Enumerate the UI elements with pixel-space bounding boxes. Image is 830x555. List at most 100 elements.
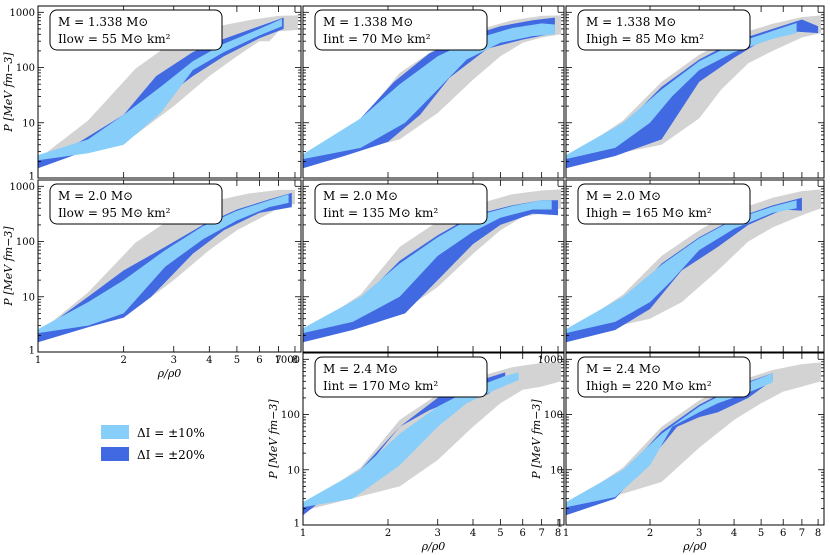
band-10-percent <box>303 200 552 334</box>
x-tick-label: 6 <box>780 528 786 539</box>
legend-label: ΔI = ±10% <box>137 426 205 440</box>
annotation-mass: M = 1.338 M⊙ <box>586 15 676 29</box>
annotation-mass: M = 1.338 M⊙ <box>323 15 413 29</box>
annotation-box <box>577 183 751 225</box>
bands <box>38 15 298 169</box>
ticks <box>302 6 564 179</box>
x-tick-label: 6 <box>256 355 262 366</box>
bands <box>566 189 822 343</box>
x-tick-label: 7 <box>275 355 281 366</box>
x-tick-label: 1 <box>35 355 41 366</box>
axes-frame <box>565 352 825 526</box>
annotation-mass: M = 1.338 M⊙ <box>58 15 148 29</box>
x-tick-label: 5 <box>758 528 764 539</box>
annotation-box <box>49 9 223 51</box>
annotation-mass: M = 2.0 M⊙ <box>58 189 133 203</box>
annotation-box <box>577 9 751 51</box>
bands <box>303 15 561 169</box>
bands <box>566 15 822 169</box>
y-axis-label: P [MeV fm−3] <box>530 399 543 480</box>
x-tick-label: 5 <box>234 355 240 366</box>
annotation-inertia: Iint = 135 M⊙ km² <box>323 206 438 220</box>
x-tick-label: 3 <box>171 355 177 366</box>
y-axis-label: P [MeV fm−3] <box>267 399 280 480</box>
x-tick-label: 8 <box>292 355 298 366</box>
x-tick-label: 2 <box>385 528 391 539</box>
annotation-mass: M = 2.0 M⊙ <box>586 189 661 203</box>
axes-frame <box>565 179 825 353</box>
y-tick-label: 100 <box>16 63 35 74</box>
x-tick-label: 2 <box>647 528 653 539</box>
x-axis-label: ρ/ρ0 <box>421 540 446 553</box>
bands <box>303 189 561 343</box>
band-10-percent <box>38 18 282 161</box>
annotation-mass: M = 2.4 M⊙ <box>586 362 661 376</box>
x-tick-label: 2 <box>120 355 126 366</box>
axes-frame <box>302 5 565 179</box>
y-tick-label: 1000 <box>275 355 300 366</box>
annotation-box <box>49 183 223 225</box>
annotation-mass: M = 2.0 M⊙ <box>323 189 398 203</box>
ticks <box>565 180 824 353</box>
panel-4: 1 10 100 1000 P [MeV fm−3] 1 2 3 4 5 6 7 8 ρ/ρ0 M = 2.… <box>2 179 302 380</box>
y-tick-label: 1000 <box>10 8 35 19</box>
bands <box>566 362 822 516</box>
x-tick-label: 3 <box>696 528 702 539</box>
x-axis-label: ρ/ρ0 <box>157 367 182 380</box>
ticks <box>302 353 564 526</box>
ticks <box>37 180 301 353</box>
annotation-inertia: Iint = 70 M⊙ km² <box>323 32 431 46</box>
annotation-inertia: Ihigh = 220 M⊙ km² <box>586 379 712 393</box>
annotation-box <box>314 183 488 225</box>
band-10-percent <box>38 194 289 334</box>
band-10-percent <box>303 23 555 160</box>
annotation-box <box>577 356 751 398</box>
annotation-box <box>314 9 488 51</box>
y-axis-label: P [MeV fm−3] <box>2 52 15 133</box>
y-tick-label: 1 <box>29 346 35 357</box>
x-tick-label: 3 <box>435 528 441 539</box>
legend-swatch <box>101 447 129 461</box>
y-tick-label: 100 <box>16 237 35 248</box>
x-axis-label: ρ/ρ0 <box>682 540 707 553</box>
annotation-inertia: Ihigh = 165 M⊙ km² <box>586 206 712 220</box>
legend-swatch <box>101 425 129 439</box>
x-tick-label: 1 <box>563 528 569 539</box>
y-tick-label: 10 <box>22 118 35 129</box>
y-tick-label: 1000 <box>10 182 35 193</box>
band-10-percent <box>303 372 519 508</box>
axes-frame <box>37 5 302 179</box>
y-axis-label: P [MeV fm−3] <box>2 226 15 307</box>
panel-2: M = 1.338 M⊙ Iint = 70 M⊙ km² <box>302 5 565 179</box>
y-tick-label: 10 <box>550 465 563 476</box>
annotation-box <box>314 356 488 398</box>
x-tick-label: 8 <box>815 528 821 539</box>
annotation-mass: M = 2.4 M⊙ <box>323 362 398 376</box>
axes-frame <box>302 179 565 353</box>
ticks <box>37 6 301 179</box>
axes-frame <box>565 5 825 179</box>
bands <box>38 189 295 343</box>
y-tick-label: 100 <box>544 410 563 421</box>
y-tick-label: 10 <box>22 292 35 303</box>
band-10-percent <box>566 23 797 160</box>
x-tick-label: 1 <box>300 528 306 539</box>
panel-5: M = 2.0 M⊙ Iint = 135 M⊙ km² <box>302 179 565 353</box>
y-tick-label: 1 <box>294 519 300 530</box>
x-tick-label: 6 <box>520 528 526 539</box>
y-tick-label: 10 <box>287 465 300 476</box>
x-tick-label: 8 <box>555 528 561 539</box>
x-tick-label: 4 <box>206 355 212 366</box>
panel-3: M = 1.338 M⊙ Ihigh = 85 M⊙ km² <box>565 5 825 179</box>
legend-label: ΔI = ±20% <box>137 448 205 462</box>
x-tick-label: 4 <box>731 528 737 539</box>
axes-frame <box>302 352 565 526</box>
ticks <box>302 180 564 353</box>
x-tick-label: 7 <box>799 528 805 539</box>
panel-6: M = 2.0 M⊙ Ihigh = 165 M⊙ km² <box>565 179 825 353</box>
legend: ΔI = ±10% ΔI = ±20% <box>101 425 205 462</box>
y-tick-label: 100 <box>281 410 300 421</box>
